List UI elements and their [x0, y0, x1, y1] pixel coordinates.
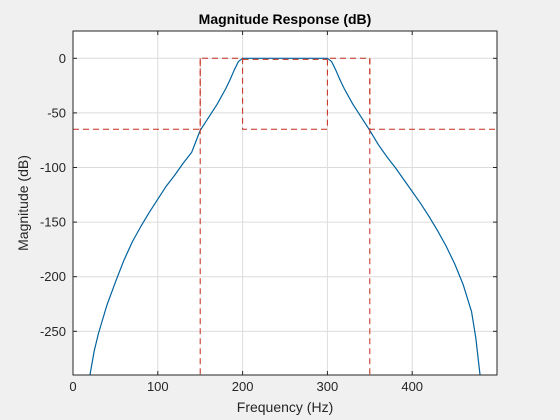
- plot-area: [73, 31, 497, 375]
- y-tick-label: -200: [40, 269, 66, 284]
- chart-title: Magnitude Response (dB): [199, 11, 372, 27]
- x-tick-label: 300: [317, 379, 339, 394]
- x-tick-label: 0: [69, 379, 76, 394]
- x-tick-label: 200: [232, 379, 254, 394]
- y-tick-label: -100: [40, 160, 66, 175]
- y-tick-label: -50: [47, 105, 66, 120]
- y-tick-label: -150: [40, 215, 66, 230]
- y-tick-label: -250: [40, 324, 66, 339]
- axes-box: [72, 30, 498, 376]
- response-line: [89, 57, 481, 375]
- x-tick-label: 100: [147, 379, 169, 394]
- y-axis-label: Magnitude (dB): [15, 155, 31, 251]
- x-tick-label: 400: [401, 379, 423, 394]
- x-axis-label: Frequency (Hz): [237, 399, 333, 415]
- y-tick-label: 0: [59, 51, 66, 66]
